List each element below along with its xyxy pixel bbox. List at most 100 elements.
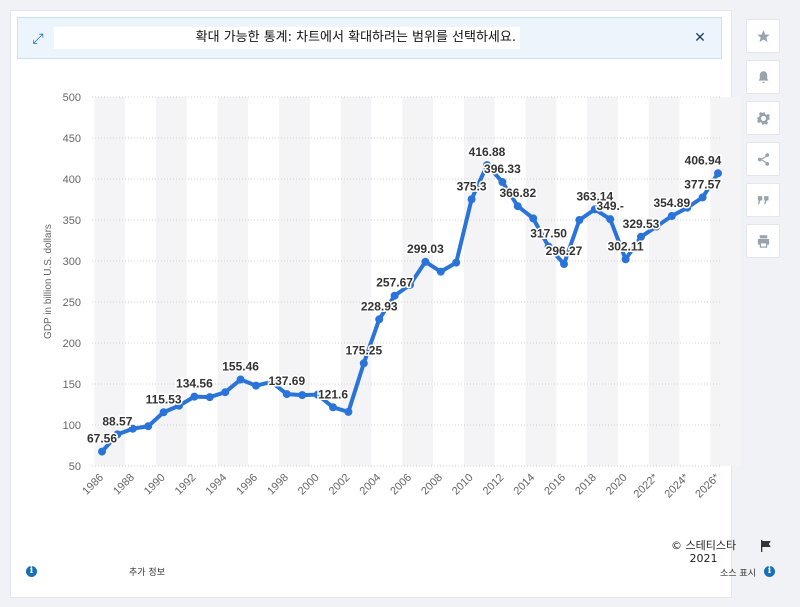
x-tick-label: 2002: [327, 472, 353, 498]
data-label: 363.14: [576, 189, 613, 203]
data-point[interactable]: [298, 391, 307, 400]
show-source-link[interactable]: 소스 표시: [720, 569, 756, 579]
data-point[interactable]: [144, 422, 153, 431]
data-label: 67.56: [87, 432, 117, 446]
y-axis-label: GDP in billion U.S. dollars: [43, 224, 54, 339]
data-point[interactable]: [513, 202, 522, 211]
cite-button[interactable]: [746, 183, 780, 217]
y-tick-label: 300: [63, 256, 81, 268]
share-button[interactable]: [746, 142, 780, 176]
data-point[interactable]: [221, 388, 230, 397]
info-icon[interactable]: i: [26, 566, 37, 577]
chart-band: [648, 97, 680, 466]
y-tick-label: 500: [63, 92, 81, 104]
close-icon[interactable]: ✕: [694, 29, 706, 45]
y-tick-label: 250: [63, 297, 81, 309]
y-tick-label: 150: [63, 379, 81, 391]
x-tick-label: 2010: [450, 472, 476, 498]
data-point[interactable]: [190, 392, 199, 401]
data-point[interactable]: [359, 359, 368, 368]
data-point[interactable]: [652, 222, 661, 231]
zoom-banner: ⤢ 확대 가능한 통계: 차트에서 확대하려는 범위를 선택하세요. ✕: [17, 17, 722, 59]
data-point[interactable]: [452, 258, 461, 267]
data-point[interactable]: [529, 214, 538, 223]
data-point[interactable]: [667, 211, 676, 220]
print-button[interactable]: [746, 224, 780, 258]
data-label: 396.33: [484, 162, 521, 176]
chart-band: [587, 97, 618, 466]
data-label: 349.-: [597, 199, 624, 213]
copyright: © 스테티스타 2021: [671, 539, 736, 565]
data-point[interactable]: [637, 232, 645, 241]
bell-icon: [758, 70, 768, 83]
data-point[interactable]: [252, 381, 260, 390]
data-point[interactable]: [236, 375, 245, 384]
data-point[interactable]: [329, 403, 337, 412]
y-tick-label: 200: [63, 338, 81, 350]
expand-icon[interactable]: ⤢: [32, 30, 44, 46]
data-label: 377.57: [684, 177, 721, 191]
quote-icon: [757, 195, 768, 204]
data-point[interactable]: [390, 291, 399, 300]
chart-bands: [94, 97, 742, 466]
x-tick-label: 2000: [296, 472, 322, 498]
chart-toolbar: [746, 19, 782, 265]
chart-band: [279, 97, 310, 466]
data-point[interactable]: [590, 205, 599, 214]
data-point[interactable]: [128, 424, 137, 433]
data-point[interactable]: [113, 430, 122, 439]
data-point[interactable]: [621, 255, 630, 264]
settings-button[interactable]: [746, 101, 780, 135]
notification-button[interactable]: [746, 60, 780, 94]
copyright-line-1: © 스테티스타: [671, 539, 737, 552]
gear-icon: [756, 111, 770, 125]
y-tick-label: 50: [69, 461, 81, 473]
data-point[interactable]: [498, 178, 507, 187]
data-point[interactable]: [544, 242, 553, 251]
data-point[interactable]: [98, 447, 106, 456]
data-point[interactable]: [375, 315, 384, 324]
x-tick-label: 2026*: [693, 471, 722, 500]
data-point[interactable]: [606, 215, 615, 224]
favorite-button[interactable]: [746, 19, 780, 53]
chart-band: [94, 97, 126, 466]
chart-band: [340, 97, 372, 466]
source-info-icon[interactable]: i: [764, 566, 775, 577]
data-point[interactable]: [483, 161, 491, 170]
data-point[interactable]: [421, 257, 430, 266]
star-icon: [756, 29, 770, 42]
x-tick-label: 2012: [481, 472, 507, 498]
data-point[interactable]: [575, 216, 584, 224]
chart-band: [402, 97, 434, 466]
data-label: 296.27: [546, 244, 583, 258]
data-point[interactable]: [282, 390, 291, 399]
data-point[interactable]: [205, 393, 214, 402]
x-tick-label: 2024*: [662, 471, 691, 500]
data-point[interactable]: [683, 203, 692, 212]
data-point[interactable]: [344, 407, 353, 416]
flag-icon[interactable]: [760, 540, 772, 552]
data-label: 354.89: [653, 196, 690, 210]
data-point[interactable]: [406, 280, 414, 289]
more-info-link[interactable]: 추가 정보: [129, 568, 165, 578]
x-tick-label: 1998: [265, 472, 291, 498]
data-label: 302.11: [608, 239, 644, 253]
data-point[interactable]: [714, 169, 722, 178]
data-point[interactable]: [436, 267, 445, 276]
data-point[interactable]: [698, 193, 707, 202]
data-point[interactable]: [313, 390, 322, 399]
data-label: 137.69: [268, 374, 305, 388]
chart-band: [525, 97, 557, 466]
x-tick-label: 1988: [111, 472, 137, 498]
data-label: 88.57: [102, 414, 132, 428]
data-point[interactable]: [267, 377, 276, 386]
x-tick-label: 2020: [604, 472, 630, 498]
data-point[interactable]: [159, 408, 168, 417]
data-point[interactable]: [175, 401, 183, 410]
data-label: 416.88: [469, 145, 506, 159]
chart-band: [463, 97, 495, 466]
data-point[interactable]: [560, 260, 568, 269]
data-point[interactable]: [467, 195, 476, 204]
